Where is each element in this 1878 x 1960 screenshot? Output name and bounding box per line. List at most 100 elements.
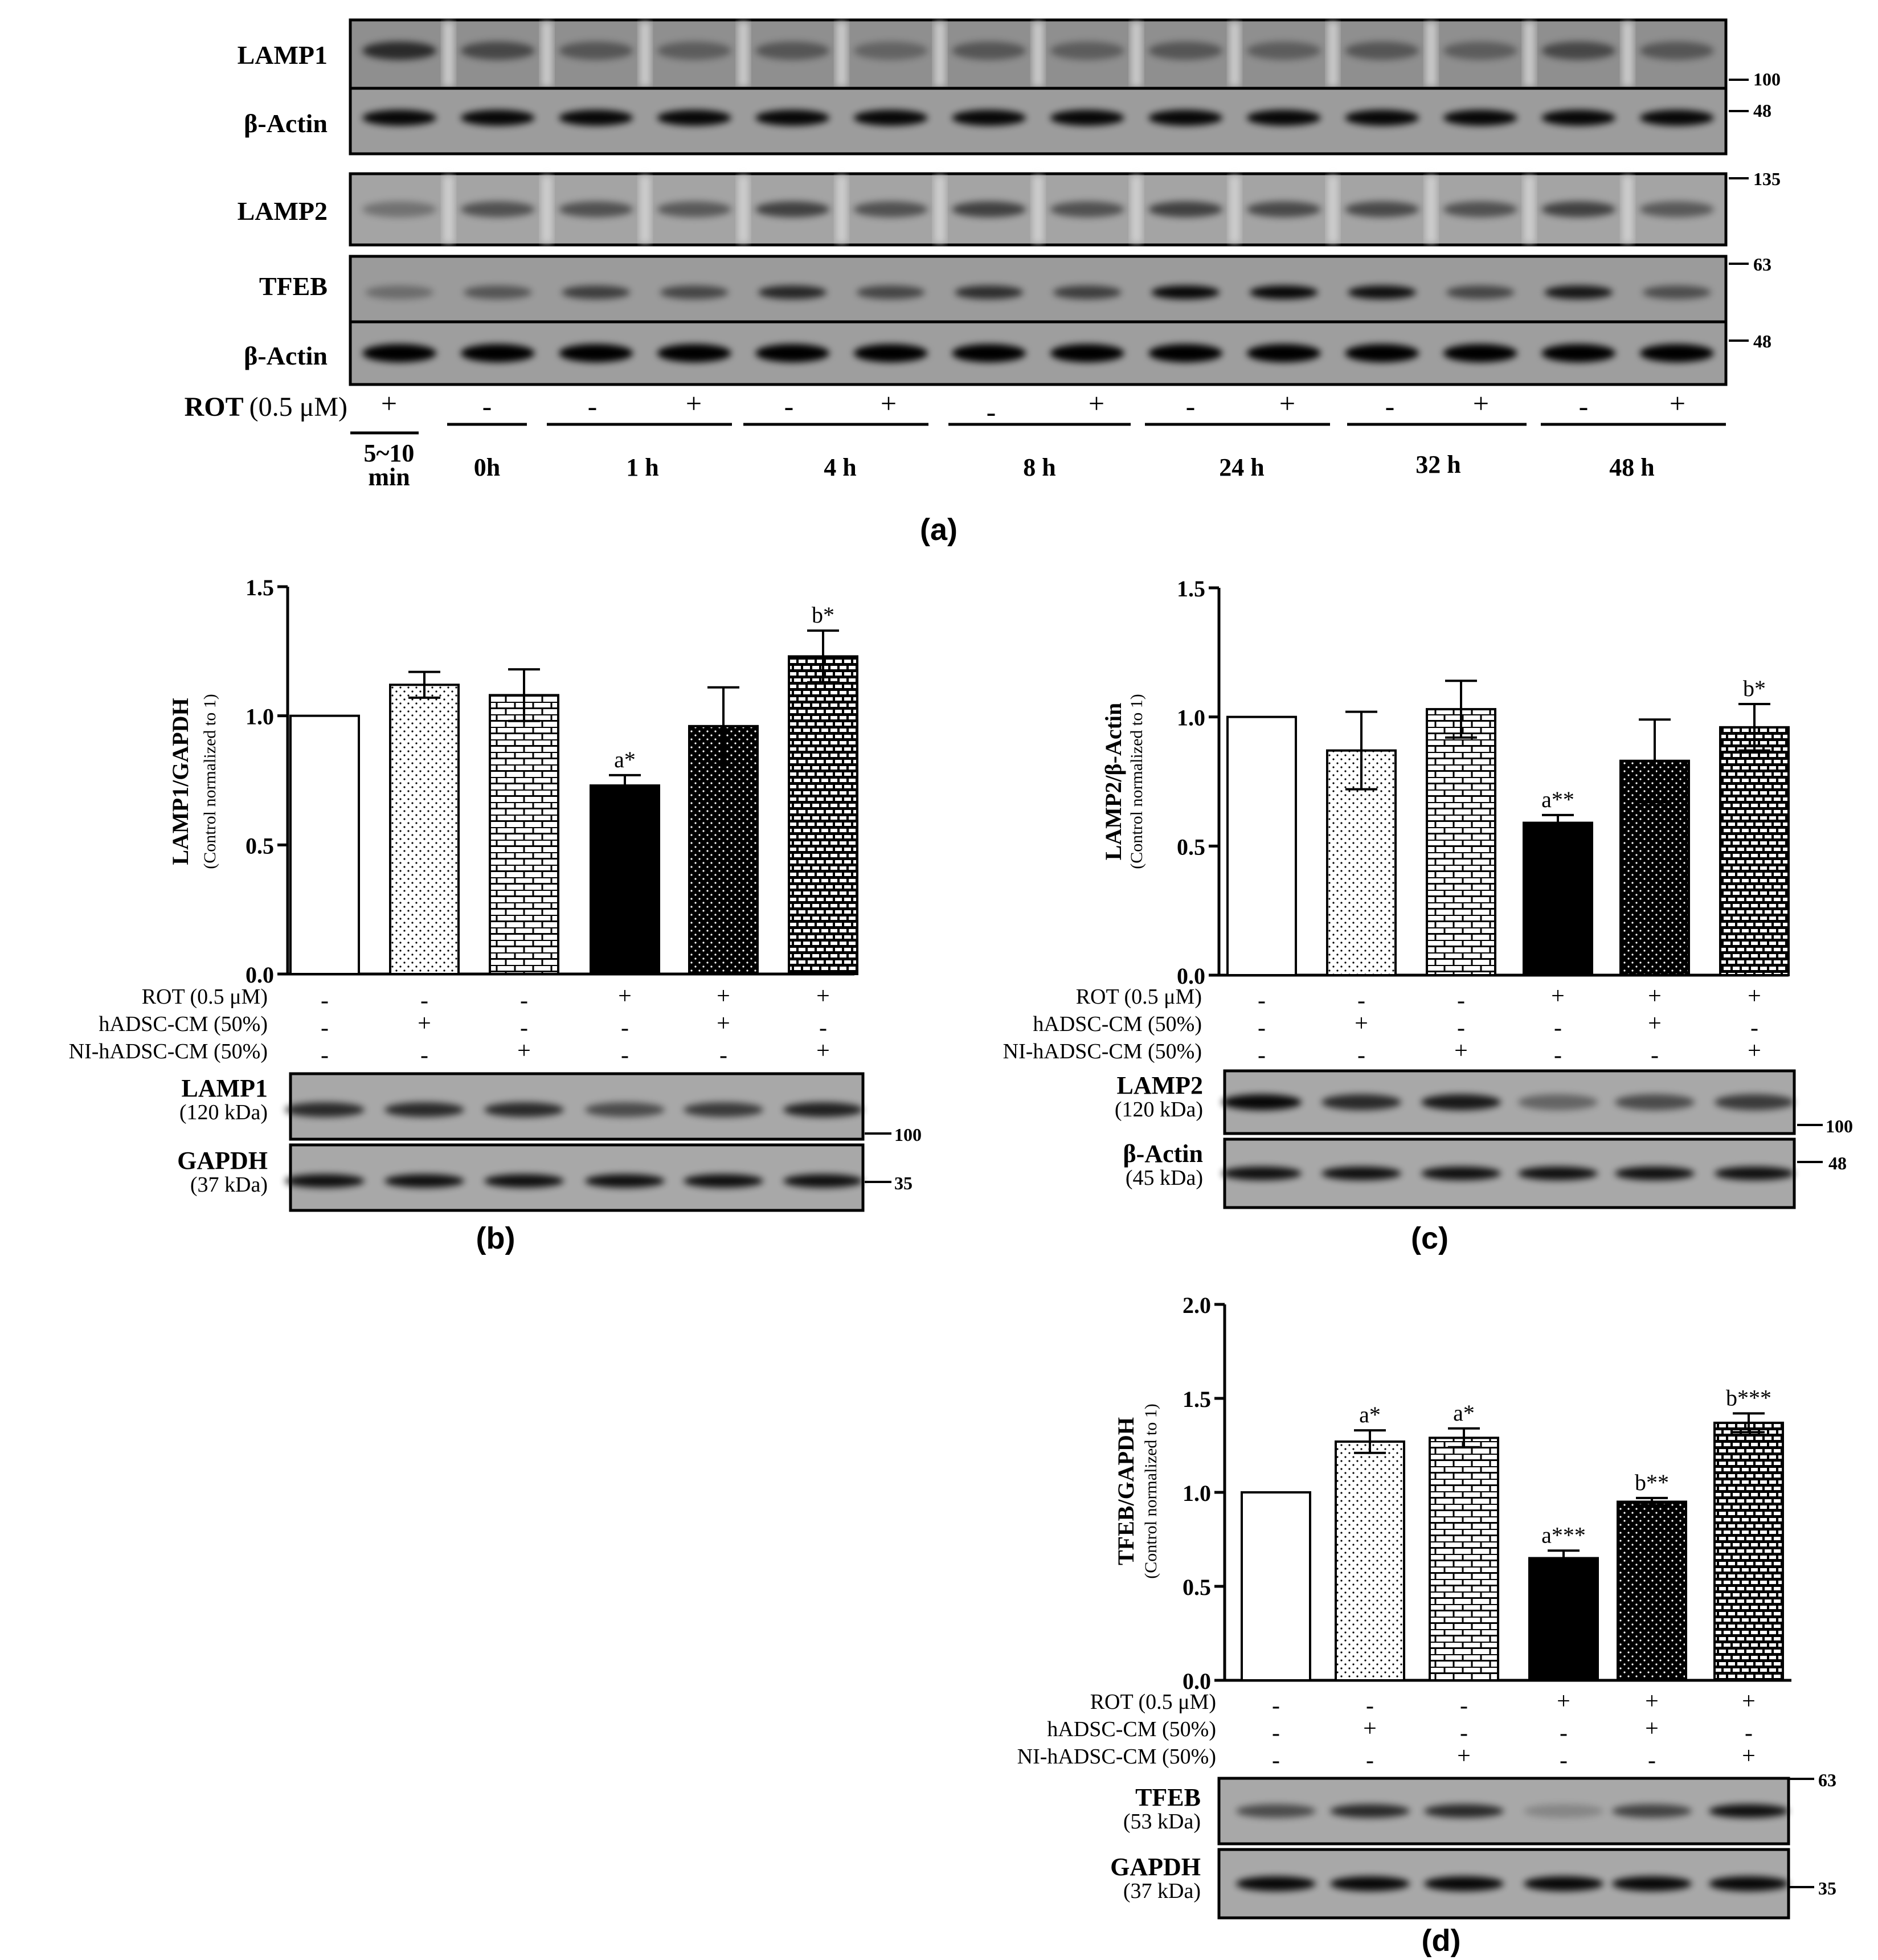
panel-c-condition-sign: +	[1551, 983, 1565, 1009]
panel-d-condition-sign: -	[1648, 1748, 1656, 1774]
chart-c-bar	[1226, 715, 1297, 976]
blot-c-lamp2-frame	[1223, 1069, 1796, 1135]
rot-label-bold: ROT	[185, 392, 244, 422]
lane-sign: -	[987, 396, 996, 428]
chart-d-bar	[1617, 1500, 1687, 1681]
chart-c-annotation: b*	[1743, 676, 1766, 701]
chart-b-y-tick-label: 1.5	[246, 575, 274, 600]
panel-c-condition-sign: +	[1355, 1010, 1368, 1037]
blot-a-beta-actin-2-band	[1443, 344, 1517, 362]
time-8h: 8 h	[1023, 453, 1055, 481]
blot-a-beta-actin-2-band	[1541, 344, 1616, 362]
blot-b-lamp1-band	[684, 1102, 763, 1118]
blot-a-beta-actin-2	[349, 320, 1728, 386]
lane-sign: +	[1089, 387, 1104, 419]
blot-a-beta-actin-1-band	[755, 109, 830, 126]
panel-d-condition-label: ROT (0.5 μM)	[1090, 1690, 1216, 1714]
panel-b-blot2-name: GAPDH	[177, 1147, 268, 1175]
panel-c-condition-sign: -	[1457, 1015, 1465, 1041]
blot-b-lamp1-band	[585, 1102, 665, 1118]
blot-a-beta-actin-2-band	[657, 344, 731, 362]
panel-d-condition-label: hADSC-CM (50%)	[1047, 1717, 1216, 1741]
panel-a-time-labels: 5~10 min 0h 1 h 4 h 8 h 24 h 32 h 48 h	[364, 439, 1655, 491]
panel-c-condition-sign: -	[1651, 1042, 1659, 1069]
blot-a-lamp2-lane-gap	[1622, 175, 1634, 243]
blot-d-gapdh-band	[1709, 1876, 1789, 1891]
blot-a-lamp2-band	[1541, 201, 1616, 218]
blot-a-beta-actin-1-band	[1050, 109, 1124, 126]
blot-a-lamp1-band	[559, 42, 633, 60]
blot-a-lamp2-lane-gap	[1229, 175, 1241, 243]
blot-b-lamp1	[285, 1072, 865, 1141]
blot-a-tfeb-band	[1642, 285, 1711, 300]
blot-a-tfeb-band	[758, 285, 827, 300]
blot-a-lamp2-band	[853, 201, 928, 218]
panel-b-condition-label: NI-hADSC-CM (50%)	[69, 1040, 268, 1063]
panel-b-condition-sign: -	[520, 1015, 528, 1041]
chart-b-bar	[289, 714, 360, 975]
panel-b-condition-sign: +	[816, 983, 830, 1009]
panel-b-condition-sign: -	[819, 1015, 827, 1041]
panel-d-blot1-name: TFEB	[1135, 1783, 1201, 1811]
time-1h: 1 h	[626, 453, 658, 481]
panel-c-condition-sign: +	[1748, 1038, 1761, 1064]
blot-c-lamp2-band	[1421, 1094, 1501, 1110]
blot-a-lamp1-lane-gap	[836, 22, 848, 87]
blot-a-lamp1-band	[362, 42, 437, 60]
blot-d-tfeb-band	[1524, 1804, 1603, 1818]
blot-a-tfeb-band	[1151, 285, 1220, 300]
panel-b-blot2-size: (37 kDa)	[190, 1173, 268, 1197]
panel-b-blots	[285, 1072, 865, 1212]
blot-c-beta-actin-band	[1715, 1167, 1794, 1180]
blot-a-lamp1-lane-gap	[1327, 22, 1339, 87]
panel-c-condition-sign: +	[1648, 1010, 1662, 1037]
panel-d-condition-label: NI-hADSC-CM (50%)	[1017, 1745, 1216, 1769]
blot-a-beta-actin-1-band	[1541, 109, 1616, 126]
lane-sign: -	[482, 390, 492, 422]
blot-a-lamp1-lane-gap	[1524, 22, 1535, 87]
panel-d-condition-sign: +	[1557, 1688, 1570, 1715]
blot-d-tfeb-band	[1330, 1804, 1410, 1818]
blot-b-lamp1-band	[484, 1102, 564, 1118]
chart-b-bar	[389, 684, 460, 976]
blot-a-beta-actin-2-band	[460, 344, 535, 362]
blot-a-lamp1-lane-gap	[541, 22, 553, 87]
blot-b-gapdh-frame	[289, 1143, 865, 1212]
blot-c-beta-actin-band	[1421, 1167, 1501, 1180]
panel-b-condition-sign: +	[418, 1010, 431, 1037]
blot-a-lamp1-lane-gap	[738, 22, 749, 87]
panel-a-time-underlines	[350, 423, 1726, 435]
lane-sign: +	[1279, 387, 1295, 419]
chart-d: 0.0 0.5 1.0 1.5 2.0 a* a* a*** b** b***	[1183, 1292, 1791, 1694]
blot-b-lamp1-band	[285, 1102, 365, 1118]
blot-a-tfeb-band	[856, 285, 925, 300]
blot-c-lamp2-band	[1615, 1094, 1695, 1110]
chart-b-y-tick-label: 0.5	[246, 833, 274, 858]
panel-d-condition-sign: +	[1363, 1716, 1377, 1742]
chart-d-y-tick-label: 1.0	[1183, 1480, 1211, 1506]
panel-b-condition-sign: +	[517, 1038, 531, 1064]
blot-d-gapdh-band	[1424, 1876, 1504, 1891]
panel-d-blot1-size: (53 kDa)	[1123, 1810, 1201, 1834]
chart-d-ylabel-sub: (Control normalized to 1)	[1141, 1403, 1160, 1578]
panel-c-blot2-name: β-Actin	[1123, 1140, 1204, 1168]
panel-d-condition-sign: -	[1366, 1693, 1374, 1719]
blot-a-beta-actin-1-band	[559, 109, 633, 126]
lane-sign: +	[1473, 387, 1489, 419]
blot-c-lamp2-band	[1518, 1094, 1598, 1110]
blot-label-beta-actin-2: β-Actin	[244, 341, 328, 370]
blot-a-lamp1-band	[755, 42, 830, 60]
blot-c-lamp2	[1222, 1069, 1796, 1135]
blot-b-lamp1-band	[384, 1102, 464, 1118]
panel-d-condition-sign: -	[1560, 1720, 1568, 1746]
panel-c-blot1-size: (120 kDa)	[1115, 1098, 1203, 1122]
blot-c-beta-actin-band	[1518, 1167, 1598, 1180]
time-min: min	[368, 463, 410, 491]
panel-c-condition-sign: -	[1750, 1015, 1758, 1041]
lane-sign: +	[881, 387, 897, 419]
panel-b-condition-sign: -	[321, 1042, 329, 1069]
panel-c-conditions: ROT (0.5 μM) - - - + + +hADSC-CM (50%) - + - - + -NI…	[1003, 983, 1761, 1069]
blot-c-beta-actin-band	[1222, 1167, 1302, 1180]
chart-b-bar	[688, 725, 759, 976]
panel-b-blot1-name: LAMP1	[181, 1074, 268, 1102]
